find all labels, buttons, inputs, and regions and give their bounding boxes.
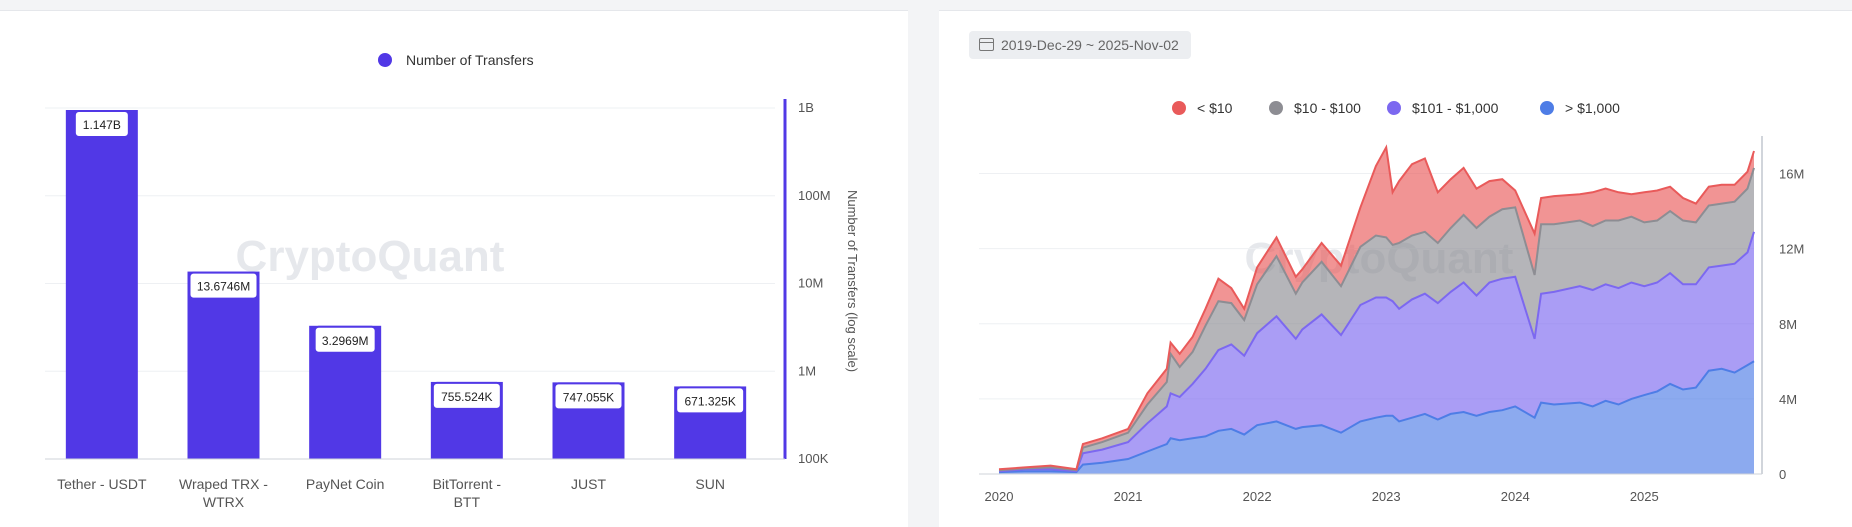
y-tick-label: 100K <box>798 451 829 466</box>
bar[interactable] <box>187 271 260 459</box>
x-tick-label: 2021 <box>1114 489 1143 504</box>
watermark: CryptoQuant <box>236 232 505 281</box>
x-tick-label: 2024 <box>1501 489 1530 504</box>
x-category-label: WTRX <box>203 494 245 510</box>
x-category-label: BitTorrent - <box>433 476 502 492</box>
series-line <box>998 144 1755 471</box>
date-range-chip[interactable]: 2019-Dec-29 ~ 2025-Nov-02 <box>969 31 1191 59</box>
y-axis-title: Number of Transfers (log scale) <box>845 190 860 372</box>
legend-label[interactable]: $101 - $1,000 <box>1412 100 1499 116</box>
series-line <box>998 231 1755 473</box>
x-category-label: PayNet Coin <box>306 476 385 492</box>
y-tick-label: 100M <box>798 188 831 203</box>
legend-marker-transfers <box>378 53 392 67</box>
x-tick-label: 2022 <box>1243 489 1272 504</box>
y-tick-label: 16M <box>1779 167 1804 182</box>
legend-label[interactable]: > $1,000 <box>1565 100 1620 116</box>
y-tick-label: 4M <box>1779 392 1797 407</box>
transfers-area-chart: CryptoQuant < $10$10 - $100$101 - $1,000… <box>979 100 1804 504</box>
calendar-icon <box>979 38 994 51</box>
legend-marker <box>1172 101 1186 115</box>
x-category-label: SUN <box>695 476 725 492</box>
data-label: 1.147B <box>83 118 121 132</box>
y-tick-label: 8M <box>1779 317 1797 332</box>
x-category-label: Tether - USDT <box>57 476 147 492</box>
data-label: 3.2969M <box>322 334 369 348</box>
bar-legend[interactable]: Number of Transfers <box>378 52 534 68</box>
series-line <box>998 360 1755 474</box>
legend-label[interactable]: $10 - $100 <box>1294 100 1361 116</box>
legend-marker <box>1540 101 1554 115</box>
data-label-box <box>431 381 502 410</box>
data-label-box <box>313 325 377 354</box>
data-label: 755.524K <box>441 390 492 404</box>
transfers-by-token-panel: CryptoQuant Number of Transfers 1.147B 13… <box>0 10 908 527</box>
legend-label[interactable]: < $10 <box>1197 100 1233 116</box>
x-tick-label: 2025 <box>1630 489 1659 504</box>
y-tick-label: 0 <box>1779 467 1786 482</box>
x-category-label: JUST <box>571 476 606 492</box>
y-tick-label: 12M <box>1779 242 1804 257</box>
x-category-label: Wraped TRX - <box>179 476 268 492</box>
series-line <box>998 167 1755 472</box>
bar[interactable] <box>65 110 138 459</box>
transfers-by-value-panel: 2019-Dec-29 ~ 2025-Nov-02 CryptoQuant < … <box>939 10 1852 527</box>
y-tick-label: 10M <box>798 276 823 291</box>
area-series[interactable] <box>999 147 1754 471</box>
legend-marker <box>1269 101 1283 115</box>
data-label: 747.055K <box>563 390 614 404</box>
date-range-text: 2019-Dec-29 ~ 2025-Nov-02 <box>1001 37 1179 53</box>
x-tick-label: 2020 <box>985 489 1014 504</box>
area-series[interactable] <box>999 167 1754 472</box>
data-label-box <box>553 382 624 411</box>
y-tick-label: 1B <box>798 100 814 115</box>
y-tick-label: 1M <box>798 363 816 378</box>
legend-label-transfers: Number of Transfers <box>406 52 534 68</box>
transfers-bar-chart: CryptoQuant Number of Transfers 1.147B 13… <box>45 52 860 510</box>
area-series[interactable] <box>999 231 1754 473</box>
data-label: 671.325K <box>684 394 735 408</box>
x-category-label: BTT <box>454 494 481 510</box>
data-label: 13.6746M <box>197 280 250 294</box>
data-label-box <box>73 110 130 138</box>
x-tick-label: 2023 <box>1372 489 1401 504</box>
legend-marker <box>1387 101 1401 115</box>
data-label-box <box>675 386 746 415</box>
data-label-box <box>188 271 259 300</box>
